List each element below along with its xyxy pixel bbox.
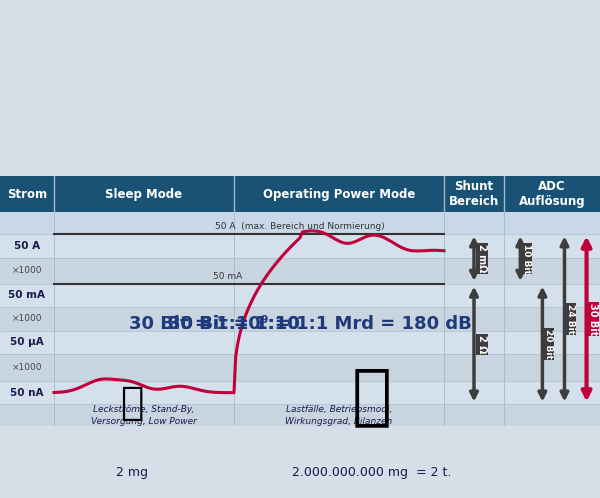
Text: 🐘: 🐘 — [352, 364, 392, 429]
Bar — [504, 381, 600, 404]
Bar — [0, 212, 444, 234]
Bar — [0, 354, 444, 381]
Bar — [504, 212, 600, 234]
Text: 30 Bit: 30 Bit — [589, 303, 598, 335]
Text: 10 Bit: 10 Bit — [522, 244, 531, 273]
Text: 24 Bit: 24 Bit — [566, 304, 575, 334]
Bar — [504, 354, 600, 381]
Text: Sleep Mode: Sleep Mode — [106, 188, 182, 201]
Text: Lastfälle, Betriebsmodi,
Wirkungsgrad, Bilanzen: Lastfälle, Betriebsmodi, Wirkungsgrad, B… — [286, 405, 392, 425]
Text: 2 mΩ: 2 mΩ — [477, 245, 487, 273]
Bar — [0, 404, 444, 426]
Text: Strom: Strom — [7, 188, 47, 201]
Bar — [504, 258, 600, 284]
Text: 30 Bit = 1:10⁹ = 1:1 Mrd = 180 dB: 30 Bit = 1:10⁹ = 1:1 Mrd = 180 dB — [128, 315, 472, 334]
Text: Operating Power Mode: Operating Power Mode — [263, 188, 415, 201]
Bar — [444, 212, 504, 234]
Bar — [444, 284, 504, 307]
Bar — [0, 284, 444, 307]
Bar — [0, 234, 444, 258]
Text: ×1000: ×1000 — [12, 266, 42, 275]
Bar — [0, 381, 444, 404]
Text: Shunt
Bereich: Shunt Bereich — [449, 180, 499, 208]
Text: ×1000: ×1000 — [12, 363, 42, 372]
Text: 30 Bit = 1:10: 30 Bit = 1:10 — [168, 315, 300, 334]
Text: Leckströme, Stand-By,
Versorgung, Low Power: Leckströme, Stand-By, Versorgung, Low Po… — [91, 405, 197, 425]
Bar — [0, 331, 444, 354]
Text: 🦟: 🦟 — [121, 384, 143, 422]
Text: 2.000.000.000 mg  = 2 t.: 2.000.000.000 mg = 2 t. — [292, 466, 452, 479]
Text: 20 Bit: 20 Bit — [544, 329, 553, 359]
Bar — [504, 234, 600, 258]
Bar — [504, 284, 600, 307]
Text: ×1000: ×1000 — [12, 314, 42, 324]
Bar — [444, 258, 504, 284]
Bar — [0, 258, 444, 284]
Text: 50 mA: 50 mA — [8, 290, 46, 300]
Text: 2 mg: 2 mg — [116, 466, 148, 479]
Bar — [444, 354, 504, 381]
Text: 50 A: 50 A — [14, 241, 40, 251]
Text: 50 A  (max. Bereich und Normierung): 50 A (max. Bereich und Normierung) — [215, 223, 385, 232]
Bar — [444, 307, 504, 331]
Bar — [444, 381, 504, 404]
Text: ADC
Auflösung: ADC Auflösung — [518, 180, 586, 208]
Bar — [504, 404, 600, 426]
Text: 30 Bit = 1:10: 30 Bit = 1:10 — [168, 315, 300, 334]
Bar — [444, 234, 504, 258]
Bar — [0, 307, 444, 331]
Bar — [444, 331, 504, 354]
Bar — [504, 331, 600, 354]
Bar — [504, 307, 600, 331]
Text: 2 Ω: 2 Ω — [477, 335, 487, 353]
Text: 50 μA: 50 μA — [10, 338, 44, 348]
Bar — [444, 404, 504, 426]
Text: 50 nA: 50 nA — [10, 387, 44, 398]
Text: 50 mA: 50 mA — [214, 271, 242, 280]
